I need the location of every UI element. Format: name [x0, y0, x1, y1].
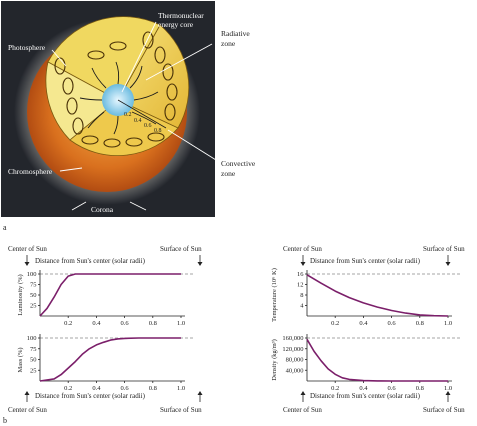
radius-tick-label: 0.4 — [134, 118, 142, 124]
x-tick-label: 0.2 — [331, 385, 339, 392]
panel-b-letter: b — [3, 416, 7, 425]
profile-chart: 0.2 0.4 0.6 0.8 1.0 40,000 80,000 120,000 160,00… — [271, 334, 462, 392]
corona-label: Corona — [91, 205, 114, 214]
panel-a-cutaway-diagram: 0.2 0.4 0.6 0.8 Thermonuclear energy cor… — [1, 1, 217, 217]
center-of-sun-label: Center of Sun — [8, 406, 47, 414]
surface-of-sun-label: Surface of Sun — [423, 406, 465, 414]
photosphere-label: Photosphere — [8, 43, 46, 52]
x-tick-label: 0.6 — [121, 385, 130, 392]
y-tick-label: 50 — [30, 292, 37, 299]
convective-label-line2: zone — [221, 169, 236, 178]
surface-of-sun-label: Surface of Sun — [423, 245, 465, 253]
x-tick-label: 0.8 — [416, 385, 424, 392]
y-tick-label: 4 — [300, 303, 304, 310]
center-of-sun-label: Center of Sun — [283, 406, 322, 414]
cutaway-face-right — [117, 24, 190, 129]
y-tick-label: 75 — [30, 282, 37, 289]
distance-axis-caption: Distance from Sun's center (solar radii) — [35, 392, 146, 400]
surface-of-sun-label: Surface of Sun — [160, 245, 202, 253]
panel-a-letter: a — [3, 223, 7, 232]
radiation-arrows — [79, 61, 159, 135]
x-tick-label: 0.6 — [388, 320, 397, 327]
y-tick-label: 75 — [30, 346, 37, 353]
x-tick-label: 0.6 — [121, 320, 130, 327]
y-axis-label: Mass (%) — [17, 347, 24, 372]
x-tick-label: 0.8 — [416, 320, 424, 327]
radius-tick-label: 0.6 — [144, 123, 152, 129]
x-tick-label: 0.8 — [149, 320, 157, 327]
radius-tick-label: 0.8 — [154, 128, 162, 134]
convective-label-line1: Convective — [221, 159, 256, 168]
radiative-label-line1: Radiative — [221, 29, 250, 38]
radius-tick-label: 0.2 — [124, 112, 132, 118]
x-tick-label: 1.0 — [444, 385, 452, 392]
panel-b: Center of Sun Surface of Sun Distance fr… — [3, 245, 465, 425]
y-tick-label: 50 — [30, 357, 37, 364]
core-label-line2: energy core — [158, 20, 194, 29]
y-axis-label: Luminosity (%) — [17, 274, 24, 315]
x-tick-label: 0.4 — [359, 385, 368, 392]
x-tick-label: 0.2 — [64, 385, 72, 392]
y-tick-label: 25 — [30, 367, 37, 374]
radiative-label-line2: zone — [221, 39, 236, 48]
y-tick-label: 160,000 — [282, 335, 303, 342]
x-tick-label: 1.0 — [177, 320, 185, 327]
profile-curve — [306, 274, 449, 317]
y-tick-label: 40,000 — [286, 367, 304, 374]
y-tick-label: 16 — [297, 271, 304, 278]
x-tick-label: 0.4 — [92, 385, 101, 392]
x-tick-label: 0.4 — [359, 320, 368, 327]
distance-axis-caption: Distance from Sun's center (solar radii) — [35, 257, 146, 265]
profile-chart: 0.2 0.4 0.6 0.8 1.0 4 8 12 16 Temperature (10⁶ K) — [271, 268, 462, 327]
y-axis-label: Temperature (10⁶ K) — [271, 268, 278, 322]
profile-curve — [39, 273, 181, 317]
distance-axis-caption: Distance from Sun's center (solar radii) — [310, 392, 421, 400]
x-tick-label: 0.6 — [388, 385, 397, 392]
y-tick-label: 12 — [297, 282, 304, 289]
y-tick-label: 120,000 — [282, 346, 303, 353]
x-tick-label: 0.4 — [92, 320, 101, 327]
x-tick-label: 0.2 — [331, 320, 339, 327]
profile-curve — [39, 337, 181, 382]
x-tick-label: 1.0 — [444, 320, 452, 327]
y-tick-label: 100 — [27, 271, 37, 278]
core-label-line1: Thermonuclear — [158, 11, 204, 20]
x-tick-label: 1.0 — [177, 385, 185, 392]
chromosphere-label: Chromosphere — [8, 167, 53, 176]
y-tick-label: 100 — [27, 335, 37, 342]
y-tick-label: 25 — [30, 303, 37, 310]
x-tick-label: 0.8 — [149, 385, 157, 392]
x-tick-label: 0.2 — [64, 320, 72, 327]
y-axis-label: Density (kg/m³) — [271, 339, 278, 381]
center-of-sun-label: Center of Sun — [8, 245, 47, 253]
convection-cells — [54, 31, 178, 148]
surface-of-sun-label: Surface of Sun — [160, 406, 202, 414]
y-tick-label: 8 — [300, 292, 303, 299]
center-of-sun-label: Center of Sun — [283, 245, 322, 253]
leader-lines — [51, 21, 217, 211]
profile-curve — [306, 338, 448, 382]
distance-axis-caption: Distance from Sun's center (solar radii) — [310, 257, 421, 265]
radius-scale-line — [117, 99, 167, 129]
y-tick-label: 80,000 — [286, 357, 304, 364]
